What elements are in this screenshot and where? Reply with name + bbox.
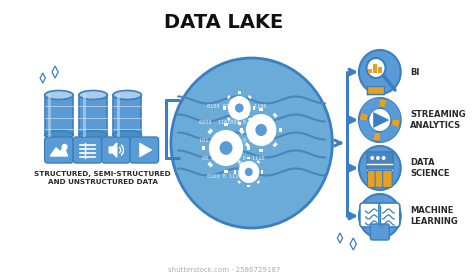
Polygon shape [224,123,228,126]
Polygon shape [79,95,107,135]
FancyBboxPatch shape [130,137,158,163]
FancyBboxPatch shape [383,171,392,188]
FancyBboxPatch shape [102,137,130,163]
Polygon shape [224,170,228,173]
FancyBboxPatch shape [367,152,393,172]
Polygon shape [257,180,260,184]
Polygon shape [223,106,226,110]
Polygon shape [259,149,263,152]
Circle shape [359,146,401,190]
FancyBboxPatch shape [370,224,389,240]
Polygon shape [253,106,255,110]
Polygon shape [109,143,117,157]
Text: DATA LAKE: DATA LAKE [165,13,284,32]
Circle shape [245,168,253,176]
Polygon shape [113,95,141,135]
Polygon shape [140,143,152,157]
Polygon shape [261,171,263,174]
Ellipse shape [79,130,107,139]
Polygon shape [259,108,263,111]
Polygon shape [245,142,250,147]
FancyBboxPatch shape [379,203,400,227]
Circle shape [255,124,267,136]
Circle shape [368,108,391,132]
Polygon shape [280,128,282,132]
Text: STRUCTURED, SEMI-STRUCTURED
AND UNSTRUCTURED DATA: STRUCTURED, SEMI-STRUCTURED AND UNSTRUCT… [34,171,171,185]
Polygon shape [239,162,245,167]
Polygon shape [367,86,384,94]
Text: 00 0 01010   0  1110: 00 0 01010 0 1110 [202,155,265,160]
Circle shape [359,50,401,94]
Text: 101   1101000 0 11101: 101 1101000 0 11101 [200,137,265,143]
Polygon shape [238,91,241,94]
Ellipse shape [113,130,141,139]
Circle shape [370,156,374,160]
Polygon shape [234,171,236,174]
Text: BI: BI [410,67,420,76]
Circle shape [367,58,385,78]
Text: MACHINE
LEARNING: MACHINE LEARNING [410,206,458,227]
Polygon shape [245,113,250,118]
Ellipse shape [44,130,73,139]
FancyBboxPatch shape [73,137,102,163]
FancyBboxPatch shape [375,171,385,188]
Ellipse shape [44,90,73,99]
Polygon shape [257,160,260,164]
Polygon shape [208,162,213,167]
FancyBboxPatch shape [360,203,381,227]
Polygon shape [272,142,278,147]
Polygon shape [239,129,245,134]
Wedge shape [360,98,380,116]
Polygon shape [373,64,377,73]
FancyBboxPatch shape [44,137,73,163]
Text: shutterstock.com · 2586729187: shutterstock.com · 2586729187 [168,267,280,273]
Circle shape [382,156,385,160]
Polygon shape [238,122,241,125]
Circle shape [235,103,244,113]
Polygon shape [202,146,205,150]
Text: 0100 01101000  1100: 0100 01101000 1100 [207,104,266,109]
Polygon shape [272,113,278,118]
Polygon shape [240,128,243,132]
Circle shape [359,194,401,238]
Circle shape [359,98,401,142]
Circle shape [219,141,233,155]
Text: DATA
SCIENCE: DATA SCIENCE [410,158,450,178]
Polygon shape [373,112,389,128]
Ellipse shape [79,90,107,99]
Polygon shape [246,146,250,150]
Polygon shape [227,95,231,99]
Polygon shape [237,160,241,164]
Polygon shape [227,117,231,121]
Circle shape [62,144,67,150]
Polygon shape [248,117,252,121]
Circle shape [238,161,259,183]
Polygon shape [44,95,73,135]
Polygon shape [247,157,250,159]
Circle shape [246,114,276,146]
Polygon shape [378,67,382,73]
Polygon shape [368,69,372,73]
Polygon shape [237,180,241,184]
Text: 0000 0 111010: 0000 0 111010 [207,174,248,179]
Ellipse shape [113,90,141,99]
Circle shape [376,156,380,160]
Wedge shape [380,124,400,142]
Wedge shape [384,99,401,120]
FancyBboxPatch shape [368,171,377,188]
Text: STREAMING
ANALYTICS: STREAMING ANALYTICS [410,109,466,130]
Circle shape [171,58,333,228]
Polygon shape [248,95,252,99]
Circle shape [228,96,251,120]
Polygon shape [208,129,213,134]
Wedge shape [359,120,376,141]
Text: 0000  1101000 0 1101: 0000 1101000 0 1101 [200,120,262,125]
Polygon shape [247,185,250,187]
Circle shape [209,130,243,166]
Polygon shape [50,146,68,156]
